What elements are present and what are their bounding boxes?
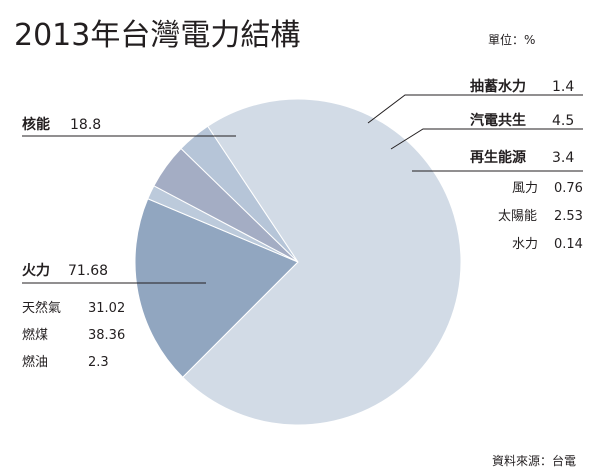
pie-slice-fire — [182, 98, 462, 426]
fire-value: 71.68 — [68, 263, 108, 279]
pumped-value: 1.4 — [552, 79, 574, 95]
renew-value: 3.4 — [552, 150, 574, 166]
unit-label: 單位：% — [488, 32, 535, 47]
leader-line-cogen — [390, 128, 583, 150]
chart-title: 2013年台灣電力結構 — [14, 18, 300, 53]
cogen-value: 4.5 — [552, 113, 574, 129]
nuclear-name: 核能 — [22, 116, 50, 133]
fire-sub-value: 38.36 — [88, 328, 125, 343]
renew-sub-value: 0.14 — [554, 237, 583, 252]
renew-name: 再生能源 — [470, 149, 526, 166]
renew-sub-value: 2.53 — [554, 209, 583, 224]
fire-sub-name: 天然氣 — [22, 300, 61, 316]
pumped-name: 抽蓄水力 — [470, 78, 526, 95]
nuclear-value: 18.8 — [70, 117, 101, 133]
pie-slice-nuclear — [134, 198, 299, 378]
fire-sub-value: 2.3 — [88, 355, 109, 370]
fire-sub-name: 燃油 — [22, 354, 48, 370]
fire-name: 火力 — [22, 262, 50, 279]
source-label: 資料來源：台電 — [492, 453, 576, 468]
fire-sub-value: 31.02 — [88, 301, 125, 316]
renew-sub-name: 水力 — [512, 237, 538, 252]
leader-lines — [22, 94, 583, 284]
fire-sub-name: 燃煤 — [22, 327, 48, 343]
pie-slices — [134, 98, 462, 426]
cogen-name: 汽電共生 — [470, 112, 526, 129]
renew-sub-value: 0.76 — [554, 181, 583, 196]
renew-sub-name: 太陽能 — [498, 209, 537, 224]
leader-line-pumped — [367, 94, 583, 124]
renew-sub-name: 風力 — [512, 181, 538, 196]
